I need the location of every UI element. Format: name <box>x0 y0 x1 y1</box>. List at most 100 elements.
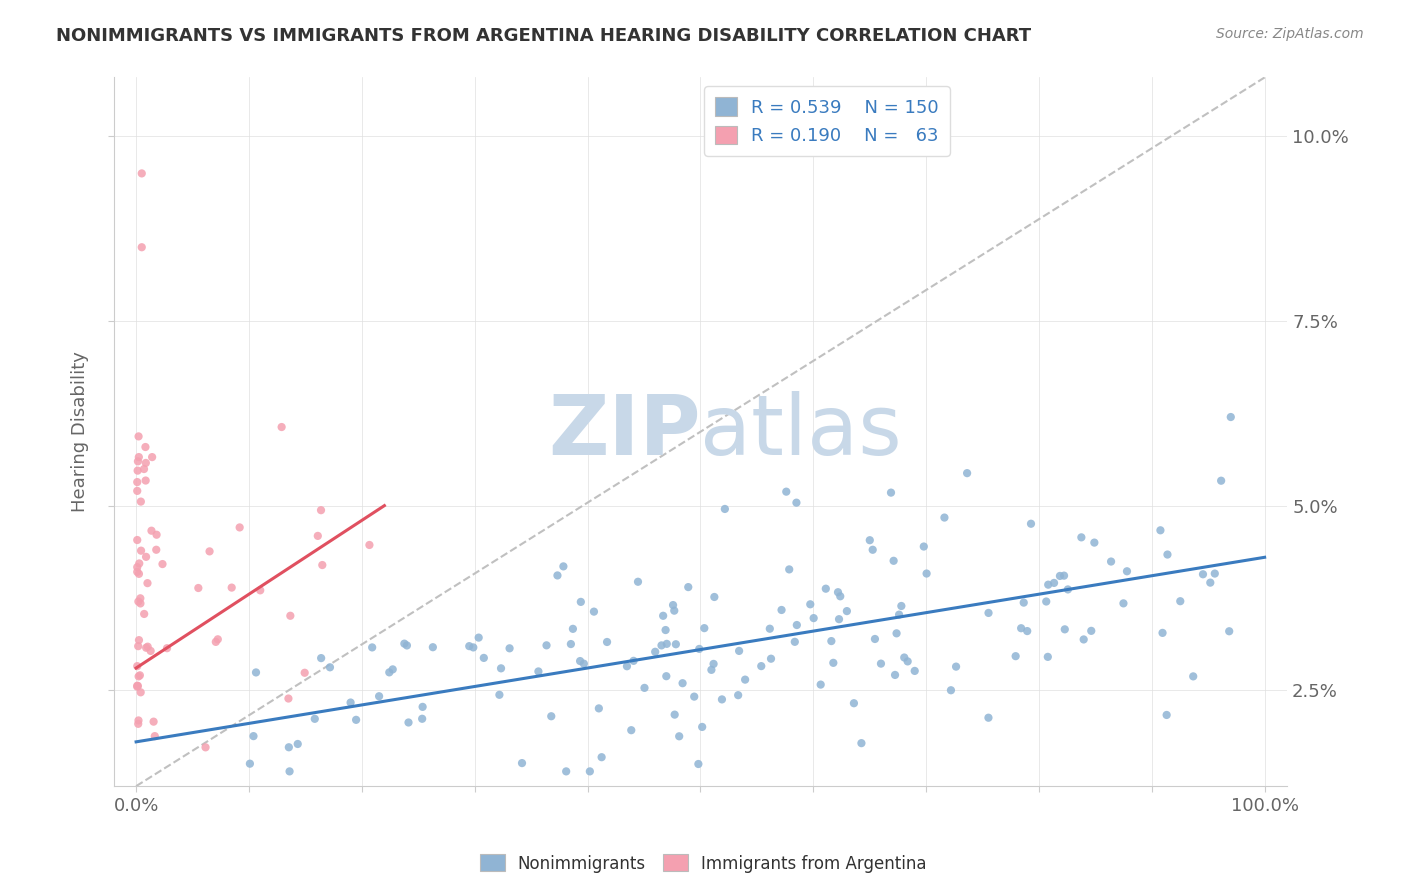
Point <box>977 606 1000 620</box>
Point <box>620 723 643 738</box>
Point <box>786 618 808 632</box>
Point <box>803 611 825 625</box>
Point <box>1218 624 1240 639</box>
Point <box>810 677 832 691</box>
Point <box>134 440 156 454</box>
Point <box>728 644 751 658</box>
Point <box>591 750 613 764</box>
Point <box>650 639 672 653</box>
Point <box>688 757 710 772</box>
Point <box>242 729 264 743</box>
Point <box>127 475 149 489</box>
Point <box>644 645 666 659</box>
Point <box>127 680 149 694</box>
Point <box>536 638 558 652</box>
Point <box>135 456 157 470</box>
Point <box>1219 410 1241 425</box>
Point <box>128 566 150 581</box>
Point <box>127 679 149 693</box>
Text: ZIP: ZIP <box>548 392 700 472</box>
Legend: Nonimmigrants, Immigrants from Argentina: Nonimmigrants, Immigrants from Argentina <box>472 847 934 880</box>
Point <box>655 637 678 651</box>
Point <box>759 651 782 665</box>
Point <box>127 454 149 468</box>
Point <box>887 607 910 622</box>
Point <box>842 696 865 710</box>
Point <box>221 581 243 595</box>
Point <box>361 640 384 655</box>
Point <box>828 612 851 626</box>
Point <box>142 714 165 729</box>
Point <box>820 634 842 648</box>
Point <box>956 466 979 480</box>
Point <box>127 659 149 673</box>
Point <box>128 429 150 443</box>
Point <box>851 736 873 750</box>
Point <box>129 596 152 610</box>
Legend: R = 0.539    N = 150, R = 0.190    N =   63: R = 0.539 N = 150, R = 0.190 N = 63 <box>704 87 949 156</box>
Point <box>616 659 638 673</box>
Point <box>135 474 157 488</box>
Point <box>249 583 271 598</box>
Point <box>128 633 150 648</box>
Point <box>228 520 250 534</box>
Point <box>132 462 155 476</box>
Point <box>823 656 845 670</box>
Point <box>710 692 733 706</box>
Point <box>395 639 418 653</box>
Point <box>394 637 416 651</box>
Point <box>127 533 149 547</box>
Point <box>143 729 166 743</box>
Point <box>703 590 725 604</box>
Point <box>204 635 226 649</box>
Point <box>1204 566 1226 581</box>
Point <box>1017 624 1039 638</box>
Point <box>897 654 920 668</box>
Point <box>863 632 886 646</box>
Point <box>870 657 893 671</box>
Point <box>344 713 367 727</box>
Point <box>783 635 806 649</box>
Point <box>799 597 821 611</box>
Point <box>411 712 433 726</box>
Point <box>270 420 292 434</box>
Point <box>596 635 619 649</box>
Point <box>145 542 167 557</box>
Point <box>890 599 912 613</box>
Point <box>569 654 592 668</box>
Point <box>398 715 420 730</box>
Point <box>893 650 915 665</box>
Point <box>307 529 329 543</box>
Point <box>623 654 645 668</box>
Point <box>727 688 749 702</box>
Point <box>939 683 962 698</box>
Point <box>129 685 152 699</box>
Point <box>945 659 967 673</box>
Point <box>814 582 837 596</box>
Point <box>1192 567 1215 582</box>
Point <box>1043 575 1066 590</box>
Point <box>572 657 595 671</box>
Point <box>775 484 797 499</box>
Point <box>665 637 688 651</box>
Point <box>693 621 716 635</box>
Point <box>1057 582 1080 597</box>
Point <box>655 669 678 683</box>
Point <box>1116 564 1139 578</box>
Point <box>489 661 512 675</box>
Point <box>145 527 167 541</box>
Point <box>128 450 150 464</box>
Point <box>1004 649 1026 664</box>
Point <box>588 701 610 715</box>
Point <box>700 663 723 677</box>
Point <box>1168 594 1191 608</box>
Y-axis label: Hearing Disability: Hearing Disability <box>72 351 89 512</box>
Point <box>830 589 852 603</box>
Point <box>683 690 706 704</box>
Point <box>1010 621 1032 635</box>
Point <box>194 740 217 755</box>
Point <box>1036 649 1059 664</box>
Point <box>579 764 602 779</box>
Point <box>553 559 575 574</box>
Point <box>498 641 520 656</box>
